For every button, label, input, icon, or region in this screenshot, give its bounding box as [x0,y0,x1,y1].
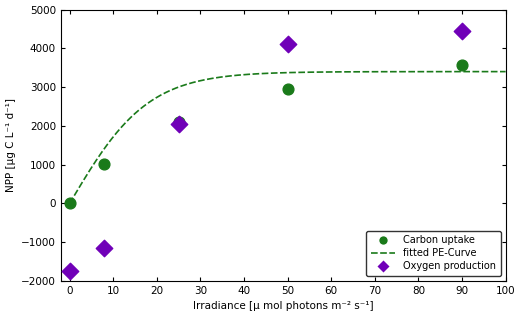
Point [175,121,183,126]
Point [283,87,292,92]
Point [66,269,74,274]
Legend: Carbon uptake, fitted PE-Curve, Oxygen production: Carbon uptake, fitted PE-Curve, Oxygen p… [366,230,501,276]
Point [100,246,108,251]
Y-axis label: NPP [μg C L⁻¹ d⁻¹]: NPP [μg C L⁻¹ d⁻¹] [6,98,16,192]
Point [66,201,74,206]
Point [458,28,466,33]
X-axis label: Irradiance [μ mol photons m⁻² s⁻¹]: Irradiance [μ mol photons m⁻² s⁻¹] [193,301,374,311]
Point [283,42,292,47]
Point [458,62,466,67]
Point [100,161,108,166]
Point [175,120,183,125]
